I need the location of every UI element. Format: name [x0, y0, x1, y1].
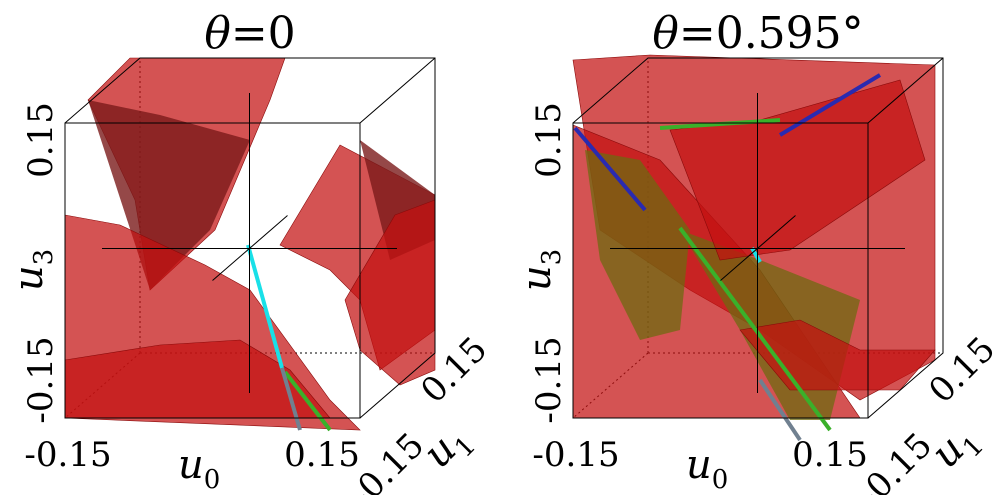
surface: [88, 100, 250, 290]
surfaces: [64, 57, 436, 432]
axis-subscript: 0: [712, 465, 729, 495]
axis-label: u1: [415, 415, 482, 482]
center-axes: [610, 93, 905, 393]
surfaces: [572, 54, 936, 442]
axis-symbol: u: [686, 442, 712, 488]
axis-symbol: u: [6, 265, 52, 291]
panel-title: θ=0: [204, 8, 295, 59]
curve: [246, 244, 284, 369]
x-tick-label: -0.15: [532, 435, 619, 475]
curve: [778, 73, 882, 137]
z-tick-label: 0.15: [21, 102, 61, 178]
axis-subscript: 3: [29, 249, 59, 266]
surface: [585, 150, 690, 340]
curve: [659, 118, 781, 130]
curve: [280, 367, 302, 431]
axis-label: u0: [178, 442, 220, 495]
box-edge: [572, 57, 944, 419]
panel-title: θ=0.595°: [652, 8, 863, 59]
z-label-wrap: u3: [6, 249, 59, 291]
axis-label: u1: [923, 415, 990, 482]
curve: [678, 226, 832, 432]
center-axes: [102, 93, 397, 393]
axis-symbol: u: [514, 265, 560, 291]
axis-label: u3: [6, 249, 59, 291]
curve: [758, 378, 802, 442]
axis-subscript: 0: [204, 465, 221, 495]
x-tick-label: 0.15: [792, 435, 868, 475]
curve: [573, 126, 647, 212]
z-tick-label: -0.15: [529, 336, 569, 423]
curve: [750, 247, 762, 263]
title-symbol: θ: [204, 8, 231, 59]
axis-symbol: u: [178, 442, 204, 488]
z-label-wrap: u3: [514, 249, 567, 291]
axis-subscript: 3: [537, 249, 567, 266]
z-tick-label: -0.15: [21, 336, 61, 423]
title-rest: =0.595°: [679, 8, 864, 59]
axis-label: u3: [514, 249, 567, 291]
x-tick-label: -0.15: [24, 435, 111, 475]
axis-label: u0: [686, 442, 728, 495]
x-tick-label: 0.15: [284, 435, 360, 475]
y-label-wrap: u1: [415, 415, 482, 482]
title-symbol: θ: [652, 8, 679, 59]
z-tick-label: 0.15: [529, 102, 569, 178]
title-rest: =0: [231, 8, 296, 59]
curve: [283, 370, 332, 432]
y-label-wrap: u1: [923, 415, 990, 482]
box-edge: [64, 57, 436, 419]
